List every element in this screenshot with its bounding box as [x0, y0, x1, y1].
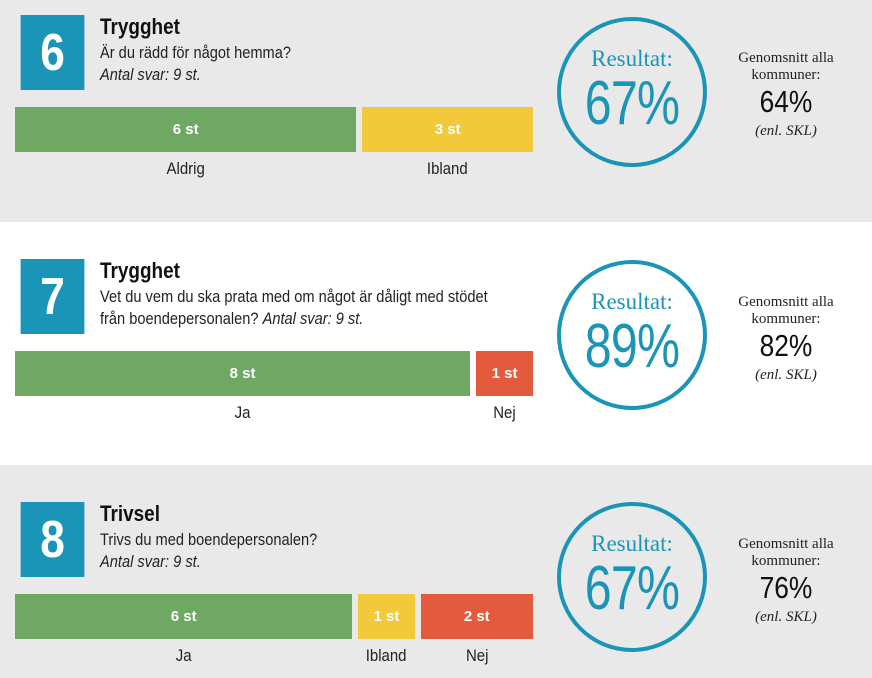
average-source: (enl. SKL)	[755, 367, 817, 383]
result-label: Resultat:	[591, 531, 673, 556]
answer-count: Antal svar: 9 st.	[262, 309, 364, 328]
question-panel-6: 6 Trygghet Är du rädd för något hemma? A…	[0, 0, 872, 222]
response-bar-aldrig: 6 st	[15, 107, 357, 152]
question-title: Trivsel	[100, 501, 160, 526]
response-bar-ja: 6 st	[15, 594, 353, 639]
response-label-ja: Ja	[175, 646, 192, 665]
average-value: 76%	[759, 570, 813, 605]
average-label: Genomsnitt alla kommuner:	[722, 536, 850, 570]
question-number-badge: 6	[20, 15, 85, 90]
result-value: 89%	[584, 312, 680, 381]
response-label-ja: Ja	[234, 403, 251, 422]
question-text: Trivs du med boendepersonalen? Antal sva…	[100, 529, 504, 573]
result-value: 67%	[584, 69, 680, 138]
question-text: Vet du vem du ska prata med om något är …	[100, 286, 504, 330]
average-label-line: kommuner:	[751, 311, 821, 327]
result-label: Resultat:	[591, 289, 673, 314]
question-line: från boendepersonalen? Antal svar: 9 st.	[100, 308, 504, 330]
response-bar-ja: 8 st	[15, 351, 471, 396]
average-value: 82%	[759, 328, 813, 363]
average-label-line: kommuner:	[751, 553, 821, 569]
question-title: Trygghet	[100, 14, 180, 39]
average-label-line: Genomsnitt alla	[738, 294, 834, 310]
response-bar-ibland: 1 st	[358, 594, 415, 639]
response-label-ibland: Ibland	[366, 646, 407, 665]
question-panel-8: 8 Trivsel Trivs du med boendepersonalen?…	[0, 465, 872, 678]
response-bar-nej: 2 st	[420, 594, 533, 639]
average-label-line: kommuner:	[751, 67, 821, 83]
question-number-badge: 8	[20, 502, 85, 577]
average-label-line: Genomsnitt alla	[738, 536, 834, 552]
response-bar-nej: 1 st	[476, 351, 533, 396]
question-line: Vet du vem du ska prata med om något är …	[100, 287, 488, 306]
answer-count: Antal svar: 9 st.	[100, 65, 201, 84]
result-label: Resultat:	[591, 46, 673, 71]
question-line: Trivs du med boendepersonalen?	[100, 530, 318, 549]
result-ring	[557, 17, 707, 167]
result-ring	[557, 260, 707, 410]
average-label-line: Genomsnitt alla	[738, 50, 834, 66]
answer-count: Antal svar: 9 st.	[100, 552, 201, 571]
question-number-badge: 7	[20, 259, 85, 334]
question-line-text: från boendepersonalen?	[100, 309, 259, 328]
question-text: Är du rädd för något hemma? Antal svar: …	[100, 42, 504, 86]
question-panel-7: 7 Trygghet Vet du vem du ska prata med o…	[0, 222, 872, 465]
response-label-nej: Nej	[465, 646, 488, 665]
average-value: 64%	[759, 84, 813, 119]
average-label: Genomsnitt alla kommuner:	[722, 50, 850, 84]
average-source: (enl. SKL)	[755, 123, 817, 139]
response-label-ibland: Ibland	[427, 159, 469, 178]
response-label-aldrig: Aldrig	[166, 159, 205, 178]
result-ring	[557, 502, 707, 652]
question-line: Är du rädd för något hemma?	[100, 43, 291, 62]
average-source: (enl. SKL)	[755, 609, 817, 625]
response-label-nej: Nej	[493, 403, 516, 422]
average-label: Genomsnitt alla kommuner:	[722, 294, 850, 328]
result-value: 67%	[584, 554, 680, 623]
response-bar-ibland: 3 st	[362, 107, 533, 152]
question-title: Trygghet	[100, 258, 180, 283]
